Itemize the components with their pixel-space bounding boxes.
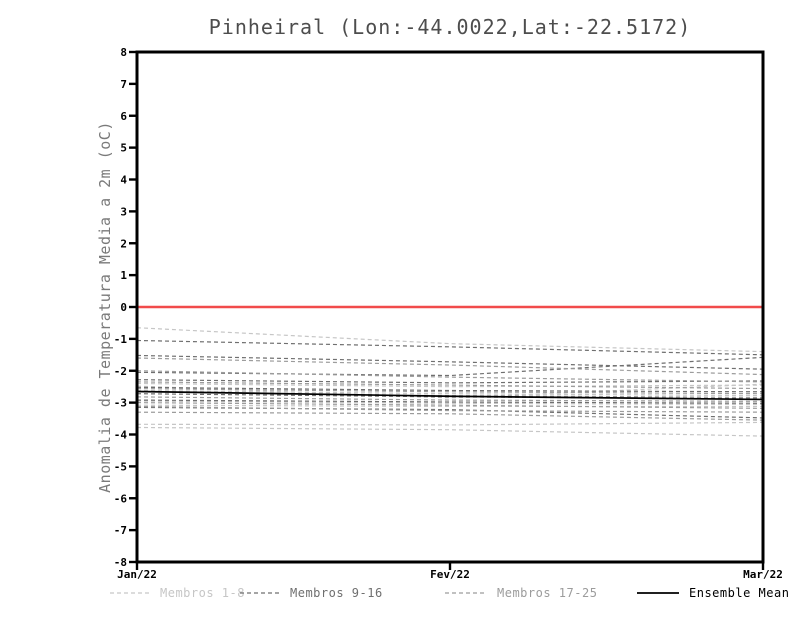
member-line [136,399,764,404]
y-tick-label: -3 [114,397,127,410]
legend-label: Membros 17-25 [497,586,597,600]
member-line [136,426,764,437]
y-tick-label: -7 [114,524,127,537]
member-line [136,370,764,383]
member-line [136,400,764,406]
member-line [136,388,764,395]
chart-title: Pinheiral (Lon:-44.0022,Lat:-22.5172) [209,15,692,39]
y-tick-label: 4 [120,174,127,187]
y-tick-label: -1 [114,333,128,346]
legend-label: Ensemble Mean [689,586,789,600]
y-tick-label: 0 [120,301,127,314]
x-tick-label: Jan/22 [117,568,157,581]
member-line [136,381,764,390]
x-tick-label: Fev/22 [430,568,470,581]
member-line [136,396,764,402]
axis-ticks: -8 -7 -6 -5 -4 -3 -2 -1 0 1 2 3 4 5 6 7 8 Jan/22 Fev/22 Mar… [114,46,783,581]
member-line [136,357,764,376]
member-line [136,386,764,393]
member-line [136,379,764,384]
y-tick-label: 6 [120,110,127,123]
y-tick-label: -6 [114,492,128,505]
y-tick-label: 7 [120,78,127,91]
member-line [136,405,764,413]
member-line [136,411,764,421]
y-tick-label: 2 [120,237,127,250]
member-line [136,327,764,353]
member-line [136,402,764,409]
y-tick-label: -8 [114,556,127,569]
y-tick-label: -5 [114,460,127,473]
y-tick-label: 8 [120,46,127,59]
y-tick-label: 3 [120,205,127,218]
x-tick-label: Mar/22 [743,568,783,581]
legend-label: Membros 9-16 [290,586,383,600]
member-line [136,421,764,426]
y-tick-label: 1 [120,269,127,282]
legend: Membros 1-8 Membros 9-16 Membros 17-25 Ense… [110,586,789,600]
y-axis-label: Anomalia de Temperatura Media a 2m (oC) [96,121,114,493]
series-lines [136,305,764,437]
member-line [136,382,764,388]
member-line [136,339,764,356]
member-line [136,391,764,399]
legend-label: Membros 1-8 [160,586,245,600]
member-line [136,406,764,419]
ensemble-mean-line [136,390,764,401]
member-line [136,354,764,370]
y-tick-label: -2 [114,365,127,378]
y-tick-label: -4 [114,429,128,442]
plot-frame [135,50,765,564]
y-tick-label: 5 [120,142,127,155]
member-line [136,389,764,397]
member-line [136,404,763,408]
